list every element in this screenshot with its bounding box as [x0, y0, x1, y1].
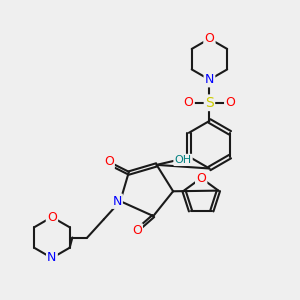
Text: OH: OH — [175, 155, 192, 165]
Text: O: O — [196, 172, 206, 184]
Text: S: S — [205, 96, 214, 110]
Text: O: O — [205, 32, 214, 45]
Text: O: O — [47, 211, 57, 224]
Text: N: N — [205, 73, 214, 86]
Text: N: N — [47, 251, 57, 265]
Text: O: O — [225, 96, 235, 109]
Text: O: O — [104, 155, 114, 168]
Text: O: O — [132, 224, 142, 237]
Text: N: N — [112, 195, 122, 208]
Text: O: O — [184, 96, 194, 109]
